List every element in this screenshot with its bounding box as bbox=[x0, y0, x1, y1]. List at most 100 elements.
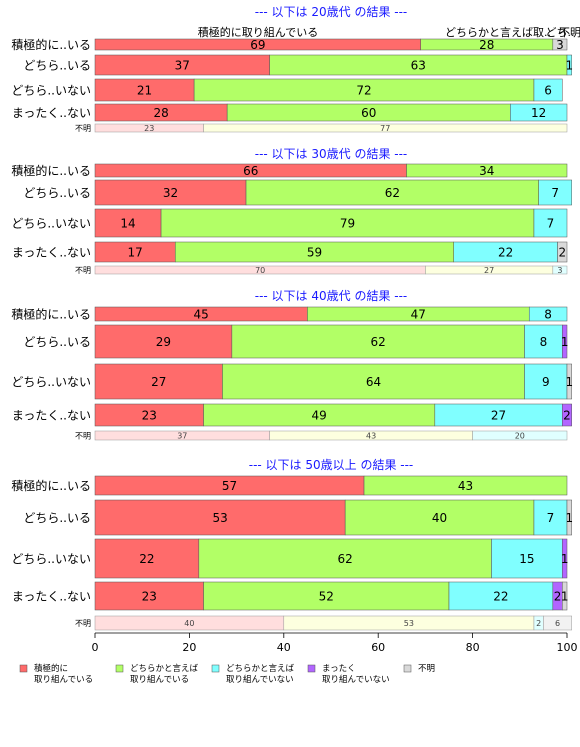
x-tick-label: 40 bbox=[277, 641, 291, 654]
row-label: どちら..いる bbox=[23, 59, 91, 73]
data-label: 52 bbox=[319, 590, 334, 604]
legend-label: 取り組んでいない bbox=[322, 674, 390, 685]
data-label: 23 bbox=[142, 590, 157, 604]
data-label: 12 bbox=[531, 106, 546, 120]
bar-segment bbox=[552, 265, 568, 275]
data-label: 53 bbox=[212, 511, 227, 525]
data-label: 1 bbox=[566, 59, 574, 73]
x-tick-label: 100 bbox=[557, 641, 578, 654]
bar-segment bbox=[363, 475, 568, 496]
bar-segment bbox=[562, 538, 568, 579]
data-label: 59 bbox=[307, 246, 322, 260]
bar-segment bbox=[566, 363, 572, 400]
row-label: どちら..いない bbox=[11, 375, 91, 389]
data-label: 40 bbox=[184, 619, 194, 628]
row-label: 積極的に..いる bbox=[11, 307, 91, 322]
legend-label: 積極的に bbox=[34, 663, 68, 674]
bar-segment bbox=[510, 103, 568, 122]
data-label: 1 bbox=[566, 375, 574, 389]
bar-segment bbox=[203, 123, 568, 133]
data-label: 62 bbox=[385, 186, 400, 200]
bar-segment bbox=[566, 54, 572, 76]
row-label: まったく..ない bbox=[12, 409, 91, 423]
data-label: 62 bbox=[338, 552, 353, 566]
row-label: 積極的に..いる bbox=[11, 478, 91, 493]
row-label: どちら..いない bbox=[11, 552, 91, 566]
data-label: 8 bbox=[544, 308, 552, 322]
bar-segment bbox=[94, 208, 162, 238]
data-label: 14 bbox=[120, 217, 135, 231]
x-tick-label: 20 bbox=[182, 641, 196, 654]
bar-segment bbox=[406, 163, 568, 178]
row-label: どちら..いる bbox=[23, 511, 91, 525]
row-label: どちら..いない bbox=[11, 217, 91, 231]
data-label: 72 bbox=[356, 84, 371, 98]
data-label: 64 bbox=[366, 375, 381, 389]
panel: --- 以下は 50歳以上 の結果 --- 積極的に..いる 57 43 どちら..いる… bbox=[11, 458, 573, 631]
top-header-label: 不明 bbox=[559, 26, 580, 39]
top-header-label: どち.. bbox=[546, 26, 575, 39]
x-tick-label: 80 bbox=[466, 641, 480, 654]
legend-swatch bbox=[307, 664, 316, 673]
x-axis: 0 20 40 60 80 100 bbox=[92, 632, 578, 654]
data-label: 2 bbox=[558, 246, 566, 260]
data-label: 22 bbox=[498, 246, 513, 260]
data-label: 1 bbox=[561, 335, 569, 349]
data-label: 23 bbox=[144, 124, 154, 133]
bar-segment bbox=[557, 241, 568, 263]
row-label: まったく..ない bbox=[12, 246, 91, 260]
data-label: 62 bbox=[371, 335, 386, 349]
bar-segment bbox=[543, 615, 572, 631]
data-label: 8 bbox=[540, 335, 548, 349]
bar-segment bbox=[94, 324, 233, 359]
bar-segment bbox=[231, 324, 525, 359]
legend-label: どちらかと言えば bbox=[130, 663, 199, 674]
row-label: 積極的に..いる bbox=[11, 163, 91, 178]
panel-title: --- 以下は 20歳代 の結果 --- bbox=[255, 5, 408, 19]
bar-segment bbox=[533, 208, 568, 238]
data-label: 1 bbox=[561, 590, 569, 604]
row-label: どちら..いる bbox=[23, 186, 91, 200]
data-label: 43 bbox=[366, 432, 376, 441]
data-label: 17 bbox=[127, 246, 142, 260]
data-label: 40 bbox=[432, 511, 447, 525]
data-label: 23 bbox=[142, 409, 157, 423]
data-label: 27 bbox=[491, 409, 506, 423]
legend-label: 取り組んでいる bbox=[34, 674, 93, 685]
x-tick-label: 60 bbox=[371, 641, 385, 654]
bar-segment bbox=[562, 403, 572, 427]
data-label: 3 bbox=[557, 266, 562, 275]
data-label: 6 bbox=[555, 619, 560, 628]
bar-segment bbox=[533, 78, 563, 102]
data-label: 79 bbox=[340, 217, 355, 231]
data-label: 63 bbox=[411, 59, 426, 73]
data-label: 47 bbox=[411, 308, 426, 322]
bar-segment bbox=[562, 324, 568, 359]
data-label: 9 bbox=[542, 375, 550, 389]
data-label: 15 bbox=[519, 552, 534, 566]
bar-segment bbox=[533, 499, 568, 536]
data-label: 7 bbox=[547, 217, 555, 231]
legend-label: 取り組んでいない bbox=[226, 674, 294, 685]
bar-segment bbox=[198, 538, 492, 579]
data-label: 66 bbox=[243, 164, 258, 178]
row-label: 不明 bbox=[75, 124, 91, 133]
bar-segment bbox=[562, 581, 568, 611]
row-label: どちら..いる bbox=[23, 335, 91, 349]
top-header-label: どちらかと言えば取.. bbox=[445, 26, 551, 39]
row-label: 積極的に..いる bbox=[11, 37, 91, 52]
legend-swatch bbox=[403, 664, 412, 673]
bar-segment bbox=[524, 363, 568, 400]
panel-title: --- 以下は 30歳代 の結果 --- bbox=[255, 147, 408, 161]
x-tick-label: 0 bbox=[92, 641, 99, 654]
panel: --- 以下は 20歳代 の結果 --- 積極的に..いる 69 28 3 どちら..いる… bbox=[11, 5, 573, 133]
panel-title: --- 以下は 40歳代 の結果 --- bbox=[255, 289, 408, 303]
data-label: 69 bbox=[250, 38, 265, 52]
bar-segment bbox=[552, 38, 568, 51]
data-label: 34 bbox=[479, 164, 494, 178]
data-label: 70 bbox=[255, 266, 265, 275]
data-label: 53 bbox=[404, 619, 414, 628]
legend-label: 取り組んでいる bbox=[130, 674, 189, 685]
bar-segment bbox=[222, 363, 525, 400]
